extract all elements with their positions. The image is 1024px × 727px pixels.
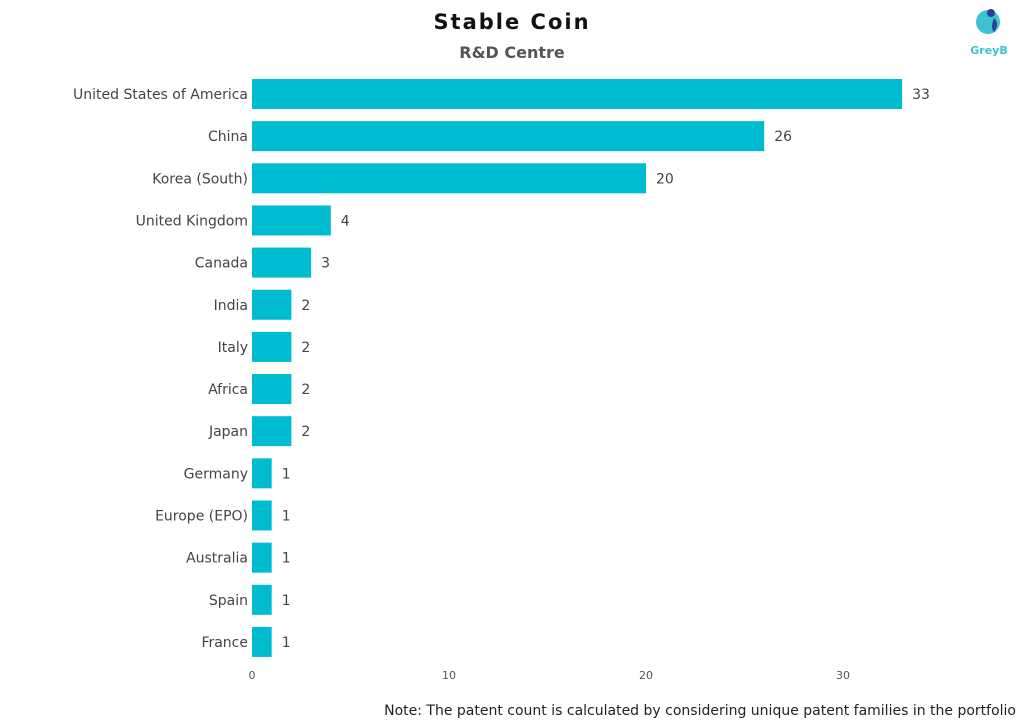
category-label: China — [208, 129, 248, 145]
data-label: 2 — [301, 382, 310, 398]
chart-subtitle: R&D Centre — [459, 43, 565, 62]
x-tick-label: 20 — [639, 669, 653, 682]
data-label: 20 — [656, 171, 674, 187]
x-tick-label: 10 — [442, 669, 456, 682]
bar-italy — [252, 331, 292, 362]
category-label: Europe (EPO) — [155, 509, 248, 525]
category-label: Canada — [195, 256, 248, 272]
category-label: United States of America — [73, 87, 248, 103]
bar-france — [252, 626, 272, 657]
greyb-logo: GreyB — [966, 6, 1012, 57]
category-label: Korea (South) — [152, 171, 248, 187]
data-label: 1 — [282, 466, 291, 482]
category-label: India — [214, 298, 248, 314]
bar-europe-epo- — [252, 500, 272, 531]
category-label: France — [201, 635, 248, 651]
bar-india — [252, 289, 292, 320]
category-label: Africa — [208, 382, 248, 398]
bar-africa — [252, 374, 292, 405]
data-label: 3 — [321, 256, 330, 272]
bar-united-kingdom — [252, 205, 331, 236]
logo-text: GreyB — [970, 44, 1008, 57]
category-label: United Kingdom — [136, 213, 248, 229]
data-label: 1 — [282, 509, 291, 525]
data-label: 2 — [301, 424, 310, 440]
data-label: 26 — [774, 129, 792, 145]
bar-germany — [252, 458, 272, 489]
category-label: Spain — [209, 593, 248, 609]
chart-title: Stable Coin — [433, 10, 591, 34]
category-label: Germany — [184, 466, 248, 482]
bar-united-states-of-america — [252, 79, 903, 109]
data-label: 2 — [301, 298, 310, 314]
bar-australia — [252, 542, 272, 573]
bar-spain — [252, 584, 272, 615]
x-tick-label: 30 — [836, 669, 850, 682]
x-tick-label: 0 — [249, 669, 256, 682]
footnote: Note: The patent count is calculated by … — [384, 703, 1016, 719]
data-label: 33 — [912, 87, 930, 103]
bar-canada — [252, 247, 312, 278]
data-label: 2 — [301, 340, 310, 356]
data-label: 1 — [282, 635, 291, 651]
data-label: 1 — [282, 593, 291, 609]
category-label: Australia — [186, 551, 248, 567]
data-label: 4 — [341, 213, 350, 229]
bar-china — [252, 121, 765, 152]
greyb-logo-icon — [976, 9, 1000, 34]
category-label: Japan — [208, 424, 248, 440]
bar-korea-south- — [252, 163, 646, 194]
bar-japan — [252, 416, 292, 447]
data-label: 1 — [282, 551, 291, 567]
category-label: Italy — [218, 340, 248, 356]
